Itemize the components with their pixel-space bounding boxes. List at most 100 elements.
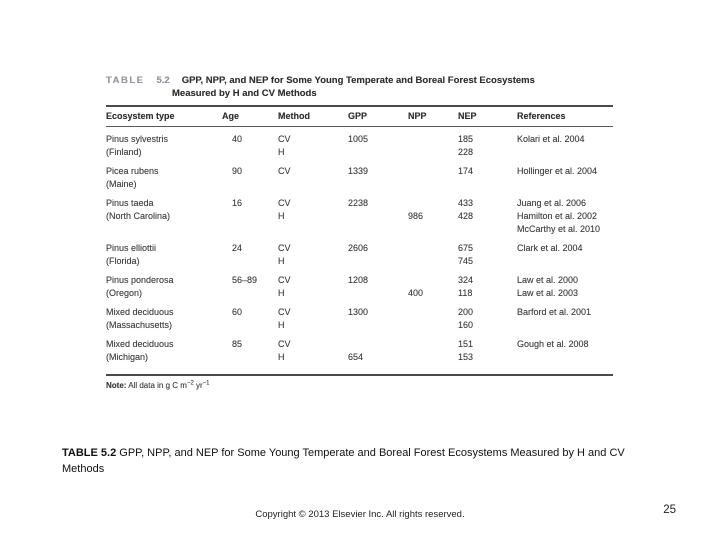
- cell-line: 986: [408, 211, 424, 221]
- cell-line: 324: [458, 275, 474, 285]
- cell-line: CV: [278, 166, 291, 176]
- table-row: Mixed deciduous (Michigan) 85 CV H 654 151 153…: [106, 338, 613, 364]
- cell-line: Juang et al. 2006: [517, 198, 587, 208]
- cell-line: Picea rubens: [106, 166, 159, 176]
- cell-age: 24: [222, 242, 278, 268]
- rule-header-bottom: [106, 126, 613, 127]
- cell-line: 174: [458, 166, 474, 176]
- cell-line: 433: [458, 198, 474, 208]
- table-header-row: Ecosystem type Age Method GPP NPP NEP Referenc…: [106, 107, 613, 126]
- note-prefix: All data in g C m: [126, 381, 187, 390]
- cell-line: 40: [232, 134, 243, 144]
- cell-line: 60: [232, 307, 243, 317]
- cell-line: 56–89: [232, 275, 258, 285]
- cell-nep: 185 228: [458, 133, 517, 159]
- cell-line: 1208: [348, 275, 369, 285]
- cell-line: H: [278, 320, 285, 330]
- cell-line: McCarthy et al. 2010: [517, 224, 601, 234]
- table-row: Pinus sylvestris (Finland) 40 CV H 1005 185 228…: [106, 133, 613, 159]
- cell-ecosystem: Picea rubens (Maine): [106, 165, 222, 191]
- cell-line: 1300: [348, 307, 369, 317]
- cell-ecosystem: Mixed deciduous (Massachusetts): [106, 306, 222, 332]
- cell-nep: 151 153: [458, 338, 517, 364]
- column-header: Method: [278, 111, 310, 121]
- slide-caption: TABLE 5.2 GPP, NPP, and NEP for Some You…: [62, 446, 642, 477]
- cell-line: 90: [232, 166, 243, 176]
- cell-line: 153: [458, 352, 474, 362]
- cell-line: 675: [458, 243, 474, 253]
- cell-npp: 986: [408, 197, 458, 236]
- cell-references: Hollinger et al. 2004: [517, 165, 613, 191]
- cell-ecosystem: Mixed deciduous (Michigan): [106, 338, 222, 364]
- cell-line: 85: [232, 339, 243, 349]
- cell-line: 228: [458, 147, 474, 157]
- cell-gpp: 2238: [348, 197, 408, 236]
- table-title: TABLE 5.2 GPP, NPP, and NEP for Some You…: [106, 74, 613, 100]
- cell-line: 745: [458, 256, 474, 266]
- cell-line: 2606: [348, 243, 369, 253]
- cell-line: 160: [458, 320, 474, 330]
- cell-references: Law et al. 2000 Law et al. 2003: [517, 274, 613, 300]
- cell-references: Gough et al. 2008: [517, 338, 613, 364]
- cell-line: 185: [458, 134, 474, 144]
- cell-line: 400: [408, 288, 424, 298]
- cell-npp: [408, 338, 458, 364]
- cell-age: 56–89: [222, 274, 278, 300]
- cell-line: 1339: [348, 166, 369, 176]
- cell-line: H: [278, 211, 285, 221]
- cell-line: Barford et al. 2001: [517, 307, 592, 317]
- table-title-line2: Measured by H and CV Methods: [172, 88, 317, 99]
- cell-age: 85: [222, 338, 278, 364]
- cell-line: Pinus ponderosa: [106, 275, 174, 285]
- cell-gpp: 1005: [348, 133, 408, 159]
- cell-line: (Massachusetts): [106, 320, 173, 330]
- cell-line: 428: [458, 211, 474, 221]
- cell-references: Barford et al. 2001: [517, 306, 613, 332]
- cell-gpp: 1339: [348, 165, 408, 191]
- cell-line: [408, 274, 458, 287]
- cell-line: CV: [278, 307, 291, 317]
- cell-line: 2238: [348, 198, 369, 208]
- cell-age: 16: [222, 197, 278, 236]
- cell-line: Pinus sylvestris: [106, 134, 169, 144]
- cell-line: CV: [278, 339, 291, 349]
- cell-gpp: 1208: [348, 274, 408, 300]
- cell-line: 1005: [348, 134, 369, 144]
- cell-line: Kolari et al. 2004: [517, 134, 585, 144]
- cell-line: 151: [458, 339, 474, 349]
- cell-nep: 200 160: [458, 306, 517, 332]
- table-row: Mixed deciduous (Massachusetts) 60 CV H 1300 2…: [106, 306, 613, 332]
- cell-npp: 400: [408, 274, 458, 300]
- cell-gpp: 1300: [348, 306, 408, 332]
- cell-line: Hamilton et al. 2002: [517, 211, 598, 221]
- page-number: 25: [663, 504, 676, 516]
- column-header: NEP: [458, 111, 477, 121]
- cell-method: CV H: [278, 133, 348, 159]
- cell-line: (Maine): [106, 179, 137, 189]
- cell-age: 40: [222, 133, 278, 159]
- cell-method: CV H: [278, 242, 348, 268]
- cell-line: H: [278, 256, 285, 266]
- cell-line: Pinus elliottii: [106, 243, 157, 253]
- column-header: Age: [222, 111, 240, 121]
- cell-line: [408, 197, 458, 210]
- rule-bottom: [106, 374, 613, 376]
- table-number: 5.2: [156, 75, 170, 86]
- cell-gpp: 654: [348, 338, 408, 364]
- cell-line: H: [278, 352, 285, 362]
- note-label: Note:: [106, 381, 127, 390]
- cell-ecosystem: Pinus taeda (North Carolina): [106, 197, 222, 236]
- table-row: Pinus elliottii (Florida) 24 CV H 2606 675 745 C…: [106, 242, 613, 268]
- cell-line: (Michigan): [106, 352, 149, 362]
- cell-method: CV H: [278, 338, 348, 364]
- cell-line: 200: [458, 307, 474, 317]
- cell-line: (North Carolina): [106, 211, 171, 221]
- cell-line: H: [278, 288, 285, 298]
- cell-line: [348, 338, 408, 351]
- cell-method: CV H: [278, 197, 348, 236]
- cell-npp: [408, 165, 458, 191]
- table-row: Pinus ponderosa (Oregon) 56–89 CV H 1208 400 3…: [106, 274, 613, 300]
- table-body: Pinus sylvestris (Finland) 40 CV H 1005 185 228…: [106, 127, 613, 374]
- cell-nep: 675 745: [458, 242, 517, 268]
